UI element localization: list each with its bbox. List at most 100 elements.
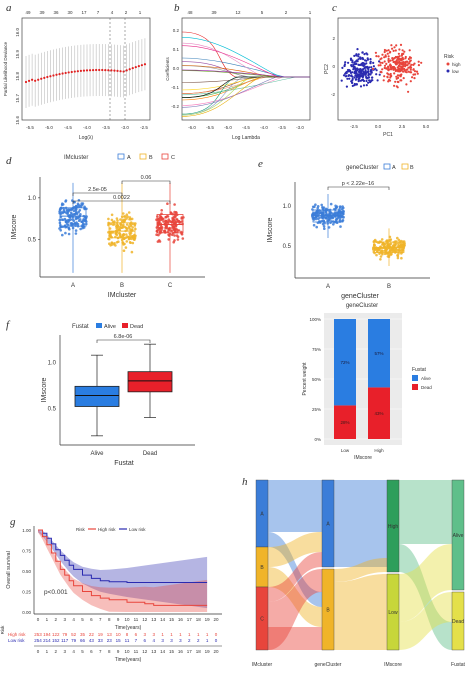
pca-point-high <box>394 49 397 52</box>
pca-point-low <box>341 66 344 69</box>
box-C-point <box>157 217 160 221</box>
y-tick-label: -0.2 <box>171 104 179 109</box>
sankey-node-low <box>386 573 400 651</box>
box-B-point <box>125 228 129 231</box>
pca-point-high <box>401 68 404 71</box>
box-C-point <box>173 203 176 206</box>
pca-point-high <box>387 66 390 69</box>
box-B-point <box>379 240 382 243</box>
box-B-point <box>127 211 131 214</box>
box-A-point <box>71 207 74 210</box>
x-tick-label: 3 <box>63 617 66 622</box>
x-tick-label: 20 <box>213 617 219 622</box>
pca-point-high <box>402 77 405 80</box>
coefficient-path <box>181 61 310 78</box>
box-A-point <box>79 227 82 231</box>
box-A-point <box>311 215 314 218</box>
box-A-point <box>61 233 64 237</box>
risk-table-x-tick: 5 <box>81 649 84 654</box>
box-B-point <box>118 225 121 229</box>
pca-point-high <box>400 73 403 76</box>
risk-table-x-tick: 1 <box>46 649 49 654</box>
pca-point-low <box>345 75 348 78</box>
box-C-point <box>158 214 162 217</box>
pca-point-high <box>394 80 397 83</box>
box-C-point <box>158 227 161 230</box>
legend-swatch-B <box>401 163 409 170</box>
risk-table-low-count: 79 <box>71 638 77 643</box>
box-A-point <box>61 211 64 215</box>
box-B-point <box>131 241 135 245</box>
risk-table-x-tick: 17 <box>187 649 193 654</box>
panel-f: f 1.0 0.5 IMscore Fustat Alive Dead Alive Dead F… <box>0 305 215 467</box>
deviance-point <box>85 69 89 72</box>
flow-imcluster-a-to-genecluster-b <box>268 532 322 607</box>
box-A-point <box>74 232 78 235</box>
box-B-point <box>132 222 135 225</box>
flow-genecluster-b-to-imscore-low <box>334 574 387 650</box>
box-C-point <box>168 232 172 236</box>
flow-genecluster-a-to-imscore-high <box>334 480 387 567</box>
box-A-point <box>321 216 324 220</box>
x-axis-label: Log(λ) <box>79 135 94 141</box>
legend-swatch-dead <box>412 384 418 390</box>
top-tick-label: 39 <box>39 10 45 15</box>
pca-point-high <box>389 72 392 76</box>
panel-d-label: d <box>6 155 12 167</box>
top-tick-label: 2 <box>125 10 128 15</box>
pca-point-low <box>353 76 356 79</box>
significance-pvalue: p < 2.22e−16 <box>342 181 374 187</box>
bar-label-dead: 28% <box>340 420 349 425</box>
deviance-point <box>27 79 31 82</box>
y-tick-label: -2 <box>331 92 335 97</box>
pca-point-low <box>358 74 362 77</box>
box-A-point <box>316 215 319 218</box>
deviance-point <box>49 75 52 78</box>
pca-point-high <box>395 75 398 78</box>
deviance-point <box>137 65 140 68</box>
top-tick-label: 12 <box>235 10 241 15</box>
legend-title: geneCluster <box>346 165 378 171</box>
top-tick-label: 5 <box>261 10 264 15</box>
pca-point-low <box>372 61 375 64</box>
pca-point-low <box>362 84 366 87</box>
box-C-point <box>175 231 179 234</box>
box-C-point <box>173 230 177 234</box>
box-B-point <box>379 251 382 254</box>
sankey-node-high <box>386 479 400 573</box>
box-A-point <box>314 203 317 206</box>
box-A-point <box>340 219 344 223</box>
deviance-point <box>140 64 143 67</box>
box-A-point <box>338 220 342 223</box>
box-A-point <box>72 213 75 216</box>
deviance-point <box>125 69 128 72</box>
box-C-point <box>174 211 178 214</box>
box-A-point <box>323 227 326 230</box>
legend-swatch-A <box>383 163 391 170</box>
risk-table-low-count: 6 <box>144 638 147 643</box>
significance-bracket <box>327 186 390 190</box>
box-A-point <box>318 216 322 219</box>
pca-point-low <box>361 78 365 81</box>
panel-stacked-bar: geneCluster 100% 75% 50% 25% 0% Percent weight… <box>290 295 474 461</box>
pca-point-high <box>399 61 402 64</box>
box-A-point <box>315 225 318 229</box>
risk-table-high-count: 122 <box>52 632 60 637</box>
box-A-point <box>342 210 345 214</box>
coefficient-path <box>181 31 310 78</box>
x-tick-label: -2.5 <box>140 125 148 130</box>
legend-swatch-alive <box>412 375 418 381</box>
pca-point-low <box>357 68 360 71</box>
deviance-point <box>34 79 37 82</box>
box-A-point <box>319 210 322 213</box>
box-B-point <box>122 219 126 223</box>
box-A-point <box>311 217 315 220</box>
x-tick-label: 8 <box>108 617 111 622</box>
pca-point-low <box>360 62 363 65</box>
box-C-point <box>174 220 178 224</box>
box-A-point <box>327 226 331 229</box>
pca-point-high <box>374 51 377 54</box>
box-C-point <box>180 217 183 220</box>
risk-table-high-count: 3 <box>152 632 155 637</box>
deviance-point <box>61 72 64 75</box>
